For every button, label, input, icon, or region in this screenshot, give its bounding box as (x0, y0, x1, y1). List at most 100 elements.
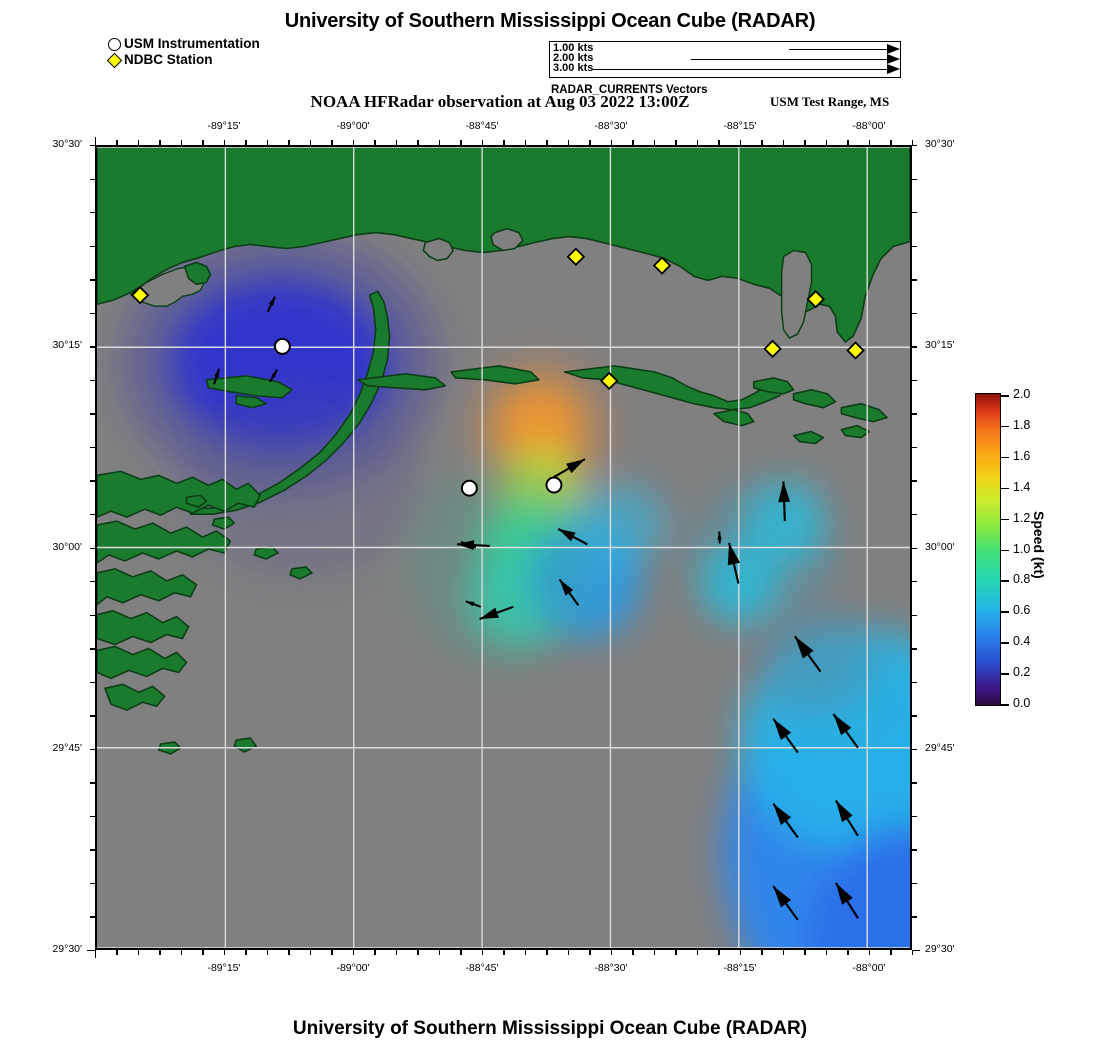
axis-tick (675, 140, 677, 145)
islet-1 (185, 494, 208, 508)
axis-tick (782, 950, 785, 955)
axis-tick (524, 140, 527, 145)
map-plot-area[interactable] (95, 145, 912, 950)
marker-legend: USM Instrumentation NDBC Station (106, 36, 260, 68)
ndbc-station-marker[interactable] (599, 371, 619, 391)
axis-tick (116, 950, 118, 955)
axis-tick (90, 413, 95, 415)
speed-blob (808, 823, 910, 948)
mobile-bay (780, 249, 813, 339)
axis-label: 30°15' (925, 339, 955, 352)
axis-tick (912, 715, 917, 717)
axis-tick (653, 950, 656, 955)
axis-tick (912, 547, 917, 549)
cat-island-spit (235, 394, 267, 409)
axis-tick (589, 950, 591, 955)
dauphin-island-east (752, 377, 795, 395)
axis-tick (460, 950, 462, 955)
current-vector (558, 578, 580, 606)
colorbar-tick (1001, 704, 1009, 706)
delta-marsh-south (97, 568, 198, 606)
axis-tick (675, 950, 677, 955)
vector-legend-label-3: 3.00 kts (553, 62, 594, 74)
axis-tick (912, 513, 917, 516)
ndbc-station-marker[interactable] (763, 339, 782, 359)
axis-tick (116, 140, 118, 145)
axis-tick (417, 950, 419, 955)
land-layer (97, 147, 910, 755)
map-canvas (97, 147, 910, 948)
axis-tick (653, 140, 656, 145)
axis-tick (632, 950, 634, 955)
axis-tick (374, 140, 376, 145)
vector-scale-legend: 1.00 kts 2.00 kts 3.00 kts (549, 41, 901, 78)
islet-6 (233, 737, 258, 753)
graticule-grid (97, 147, 910, 948)
axis-tick (868, 140, 871, 145)
axis-tick (223, 950, 226, 955)
axis-tick (912, 212, 917, 214)
axis-tick (90, 178, 95, 180)
south-islet-2 (792, 430, 825, 445)
colorbar-tick-label: 1.6 (1013, 448, 1031, 463)
axis-tick (911, 950, 914, 955)
axis-tick (912, 882, 917, 885)
colorbar-tick-label: 1.4 (1013, 479, 1031, 494)
axis-tick (288, 140, 290, 145)
axis-label: 29°45' (925, 741, 955, 754)
ndbc-station-marker[interactable] (846, 341, 865, 360)
current-vector (266, 296, 276, 313)
axis-tick (890, 140, 892, 145)
axis-tick (546, 950, 548, 955)
axis-label: 30°30' (52, 138, 82, 150)
usm-instrumentation-marker[interactable] (273, 337, 291, 355)
axis-tick (90, 614, 95, 616)
vector-arrowhead-1 (887, 43, 900, 54)
axis-tick (395, 140, 398, 145)
axis-tick (374, 950, 376, 955)
axis-tick (90, 849, 95, 851)
axis-tick (90, 480, 95, 482)
axis-tick (503, 950, 505, 955)
axis-label: 30°00' (925, 540, 955, 553)
ndbc-station-marker[interactable] (566, 247, 586, 266)
axis-tick (610, 950, 613, 955)
vector-shaft-2 (691, 58, 887, 60)
current-vector (213, 368, 220, 385)
axis-tick (90, 782, 95, 784)
axis-tick (90, 279, 95, 281)
speed-blob (409, 459, 598, 668)
usm-instrumentation-marker[interactable] (545, 476, 563, 494)
axis-label: 30°00' (52, 540, 82, 553)
colorbar-tick (1001, 611, 1009, 613)
east-spit (792, 388, 837, 409)
axis-tick (804, 950, 806, 955)
axis-tick (718, 950, 720, 955)
ndbc-station-marker[interactable] (652, 256, 672, 275)
legend-label-ndbc: NDBC Station (124, 52, 213, 67)
axis-tick (567, 950, 570, 955)
colorbar-tick-label: 0.4 (1013, 634, 1031, 649)
axis-label: -89°15' (207, 962, 241, 974)
legend-item-usm: USM Instrumentation (108, 36, 260, 52)
axis-tick (90, 346, 95, 348)
axis-tick (825, 140, 828, 145)
axis-tick (912, 379, 917, 382)
axis-tick (632, 140, 634, 145)
vector-legend-row-2: 2.00 kts (550, 53, 900, 65)
axis-tick (739, 950, 742, 955)
axis-tick (912, 648, 917, 650)
bay-cut-2 (490, 227, 524, 252)
axis-tick (90, 379, 95, 382)
usm-instrumentation-marker[interactable] (460, 479, 478, 497)
axis-tick (912, 480, 917, 482)
axis-tick (912, 446, 917, 449)
axis-tick (696, 950, 699, 955)
axis-label: -88°15' (723, 120, 757, 132)
axis-label: -88°30' (594, 120, 628, 132)
current-vector (772, 885, 799, 921)
current-vector (727, 542, 741, 584)
colorbar-tick-label: 0.8 (1013, 572, 1031, 587)
ndbc-station-marker[interactable] (130, 285, 150, 305)
ndbc-station-marker[interactable] (806, 289, 825, 309)
